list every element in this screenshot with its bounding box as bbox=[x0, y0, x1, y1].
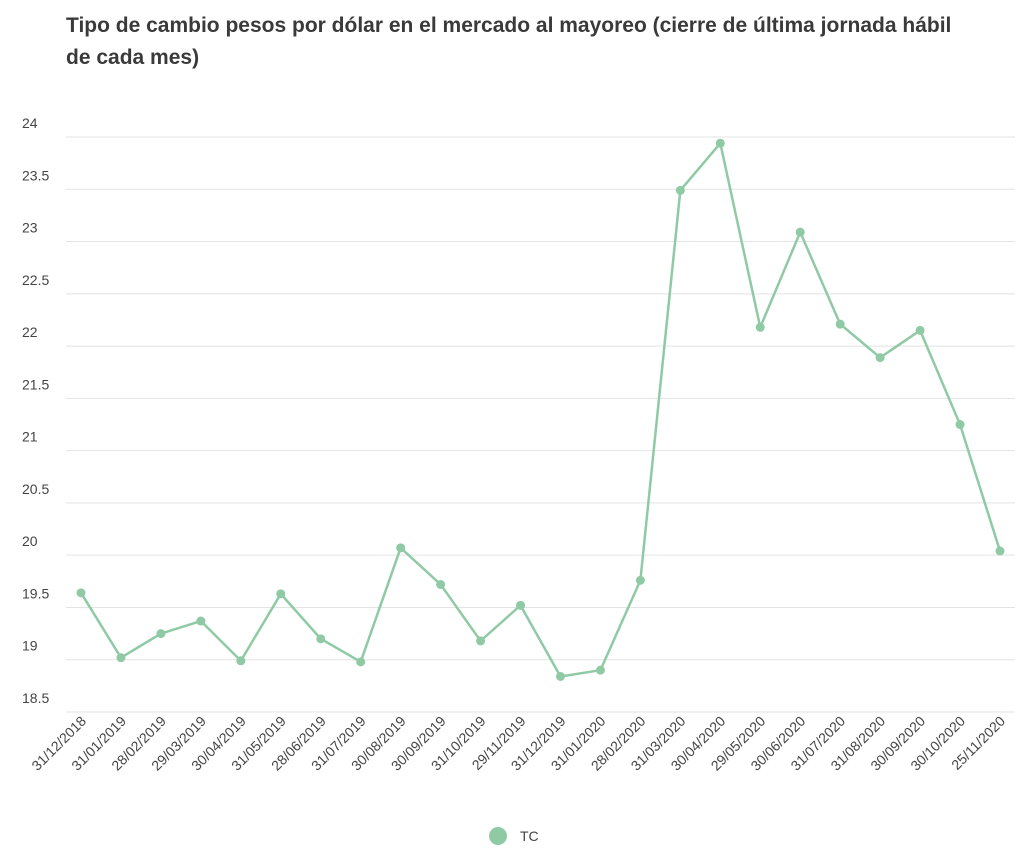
chart-title: Tipo de cambio pesos por dólar en el mer… bbox=[66, 14, 952, 69]
point bbox=[595, 665, 605, 675]
y-tick-label: 24 bbox=[22, 115, 38, 131]
point bbox=[516, 600, 526, 610]
point bbox=[76, 588, 86, 598]
y-tick-label: 23 bbox=[22, 220, 38, 236]
y-tick-label: 21.5 bbox=[22, 376, 49, 392]
point bbox=[675, 185, 685, 195]
point bbox=[156, 629, 166, 639]
point bbox=[476, 636, 486, 646]
point bbox=[635, 575, 645, 585]
point bbox=[276, 589, 286, 599]
y-tick-label: 19.5 bbox=[22, 585, 49, 601]
point bbox=[356, 657, 366, 667]
y-tick-label: 22.5 bbox=[22, 272, 49, 288]
point bbox=[236, 656, 246, 666]
y-tick-label: 22 bbox=[22, 324, 38, 340]
point bbox=[875, 353, 885, 363]
point bbox=[995, 546, 1005, 556]
y-tick-label: 18.5 bbox=[22, 690, 49, 706]
point bbox=[316, 634, 326, 644]
point bbox=[715, 138, 725, 148]
point bbox=[196, 616, 206, 626]
point bbox=[116, 653, 126, 663]
y-tick-label: 23.5 bbox=[22, 167, 49, 183]
y-tick-label: 20 bbox=[22, 533, 38, 549]
legend-label: TC bbox=[520, 828, 539, 844]
point bbox=[955, 420, 965, 429]
y-tick-label: 19 bbox=[22, 638, 38, 654]
point bbox=[396, 543, 406, 553]
point bbox=[555, 671, 565, 681]
line bbox=[79, 140, 1002, 678]
point bbox=[835, 319, 845, 329]
y-tick-label: 21 bbox=[22, 429, 38, 445]
y-tick-label: 20.5 bbox=[22, 481, 49, 497]
legend-swatch bbox=[489, 827, 507, 845]
point bbox=[436, 579, 446, 589]
point bbox=[755, 322, 765, 332]
point bbox=[915, 325, 925, 335]
point bbox=[795, 227, 805, 237]
